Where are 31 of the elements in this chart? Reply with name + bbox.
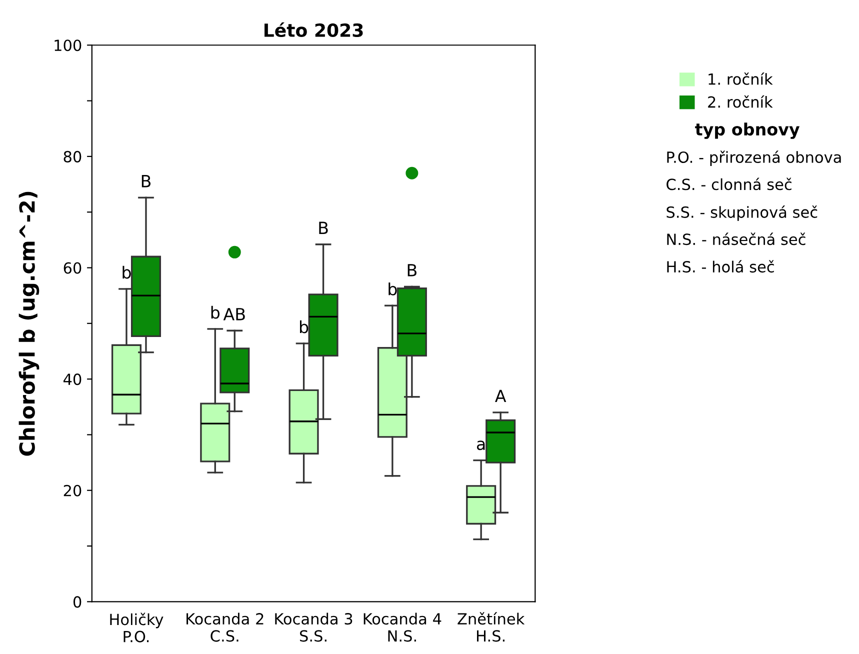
text: P.O. - přirozená obnova [667, 150, 841, 166]
y-tick-label: 100 [54, 40, 82, 52]
annotation: A [495, 390, 506, 402]
y-axis-title: Chlorofyl b (ug.cm^-2) [18, 192, 40, 456]
x-tick-label: Kocanda 3 S.S. [275, 612, 352, 642]
chart-title: Léto 2023 [264, 22, 363, 38]
y-tick-label: 60 [64, 262, 82, 274]
y-tick-label: 80 [64, 150, 82, 162]
annotation: B [408, 264, 416, 276]
legend-title: typ obnovy [695, 122, 800, 139]
x-tick-label: Kocanda 4 N.S. [364, 612, 442, 642]
annotation: b [211, 306, 220, 319]
y-tick-label: 20 [64, 484, 82, 496]
annotation: a [476, 440, 485, 450]
text: N.S. - násečná seč [667, 232, 806, 246]
y-tick-label: 40 [63, 374, 82, 386]
x-tick-label: Znětínek H.S. [458, 612, 525, 642]
annotation: B [319, 222, 328, 234]
text: S.S. - skupinová seč [666, 206, 818, 221]
x-tick-label: Kocanda 2 C.S. [186, 612, 264, 642]
annotation: B [142, 175, 151, 188]
y-tick-label: 0 [73, 596, 82, 608]
annotation: b [122, 266, 131, 279]
legend-label: 2. ročník [708, 95, 773, 108]
x-tick-label: Holičky P.O. [110, 612, 164, 642]
legend-label: 1. ročník [708, 72, 773, 85]
text: H.S. - holá seč [667, 260, 774, 273]
annotation: b [300, 320, 308, 334]
annotation: b [388, 282, 397, 296]
text: C.S. - clonná seč [666, 178, 792, 190]
annotation: AB [223, 308, 245, 320]
